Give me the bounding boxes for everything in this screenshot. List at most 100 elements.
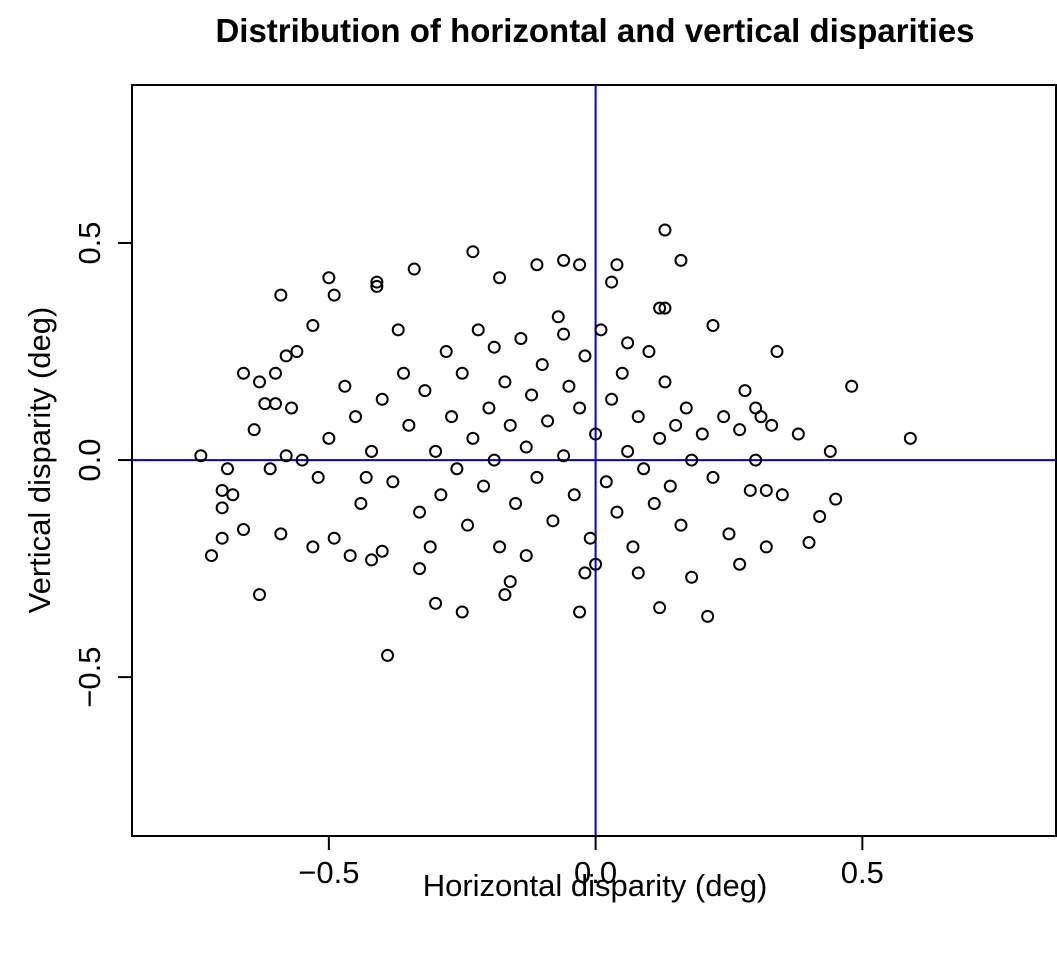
y-axis-title: Vertical disparity (deg) [22, 307, 57, 614]
point [290, 345, 304, 359]
point [477, 479, 491, 493]
point [573, 605, 587, 619]
point [450, 462, 464, 476]
point [679, 401, 693, 415]
point [455, 366, 469, 380]
point [434, 488, 448, 502]
point [236, 366, 250, 380]
point [498, 375, 512, 389]
point [562, 379, 576, 393]
point [375, 392, 389, 406]
point [418, 384, 432, 398]
point [429, 444, 443, 458]
point [445, 410, 459, 424]
point [397, 366, 411, 380]
point [413, 505, 427, 519]
point [525, 388, 539, 402]
point [327, 288, 341, 302]
point [557, 253, 571, 267]
point [813, 509, 827, 523]
point [503, 418, 517, 432]
point [722, 527, 736, 541]
point [386, 475, 400, 489]
point [322, 271, 336, 285]
point [306, 318, 320, 332]
point [573, 258, 587, 272]
point [642, 345, 656, 359]
point [269, 397, 283, 411]
point [306, 540, 320, 554]
point [583, 531, 597, 545]
point [461, 518, 475, 532]
point [503, 575, 517, 589]
point [194, 449, 208, 463]
point [653, 601, 667, 615]
point [274, 527, 288, 541]
point [541, 414, 555, 428]
point [279, 449, 293, 463]
point [647, 496, 661, 510]
point [589, 557, 603, 571]
point [685, 453, 699, 467]
point [530, 258, 544, 272]
point [610, 505, 624, 519]
point [311, 470, 325, 484]
point [381, 648, 395, 662]
point [220, 462, 234, 476]
point [375, 544, 389, 558]
point [706, 318, 720, 332]
point [279, 349, 293, 363]
point [669, 418, 683, 432]
point [253, 375, 267, 389]
point [343, 549, 357, 563]
point [738, 384, 752, 398]
point [551, 310, 565, 324]
point [637, 462, 651, 476]
point [253, 588, 267, 602]
point [546, 514, 560, 528]
point [775, 488, 789, 502]
point [487, 453, 501, 467]
point [215, 501, 229, 515]
point [359, 470, 373, 484]
point [695, 427, 709, 441]
point [653, 431, 667, 445]
point [573, 401, 587, 415]
point [605, 275, 619, 289]
point [455, 605, 469, 619]
point [204, 549, 218, 563]
point [482, 401, 496, 415]
point [589, 427, 603, 441]
point [621, 444, 635, 458]
point [759, 540, 773, 554]
point [370, 279, 384, 293]
point [557, 327, 571, 341]
point [759, 483, 773, 497]
point [765, 418, 779, 432]
point [658, 223, 672, 237]
chart-title: Distribution of horizontal and vertical … [215, 12, 974, 49]
point [658, 301, 672, 315]
point [578, 349, 592, 363]
point [236, 523, 250, 537]
point [653, 301, 667, 315]
point [519, 549, 533, 563]
point [471, 323, 485, 337]
point [509, 496, 523, 510]
point [626, 540, 640, 554]
point [717, 410, 731, 424]
x-tick-label: 0.5 [841, 855, 884, 890]
point [621, 336, 635, 350]
point [215, 483, 229, 497]
point [429, 596, 443, 610]
point [743, 483, 757, 497]
point [365, 553, 379, 567]
point [578, 566, 592, 580]
point [829, 492, 843, 506]
point [701, 609, 715, 623]
point [215, 531, 229, 545]
point [791, 427, 805, 441]
point [354, 496, 368, 510]
x-tick-label: 0.0 [574, 855, 617, 890]
